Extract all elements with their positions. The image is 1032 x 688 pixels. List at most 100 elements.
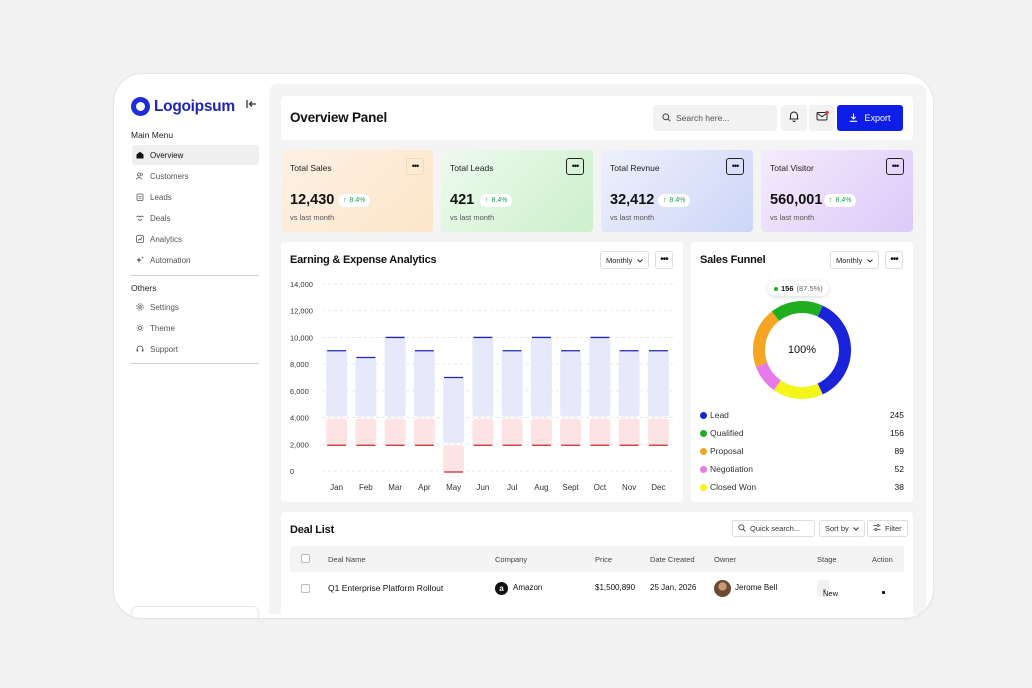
sidebar-item-analytics[interactable]: Analytics (132, 229, 259, 249)
sidebar-divider (131, 275, 259, 276)
column-header[interactable]: Stage (817, 555, 837, 564)
legend-dot (700, 429, 707, 437)
stat-card-revenue: Total Revnue ••• 32,412 ↑ 8.4% vs last mo… (601, 150, 753, 232)
more-options-icon[interactable]: ••• (566, 158, 584, 175)
notification-button[interactable] (781, 105, 807, 131)
legend-dot (700, 483, 707, 491)
mail-button[interactable] (809, 105, 835, 131)
sidebar-bottom-card[interactable] (131, 606, 259, 618)
arrow-up-icon: ↑ (343, 197, 347, 204)
funnel-period-dropdown[interactable]: Monthly (830, 251, 880, 269)
analytics-bar-chart: 14,000 12,000 10,000 8,000 6,000 4,000 2,000 0 J… (290, 280, 673, 492)
sun-icon (136, 324, 144, 332)
sidebar-item-label: Deals (150, 213, 171, 223)
funnel-panel: Sales Funnel Monthly ••• 156 (87.5%) 100… (691, 242, 913, 502)
sidebar-item-label: Analytics (150, 234, 183, 244)
sidebar-item-deals[interactable]: Deals (132, 208, 259, 228)
change-value: 8.4% (835, 197, 852, 204)
column-header[interactable]: Date Created (650, 555, 695, 564)
sidebar-item-theme[interactable]: Theme (132, 318, 259, 338)
chevron-down-icon (867, 256, 874, 265)
period-dropdown[interactable]: Monthly (600, 251, 650, 269)
bar-expense (618, 418, 640, 446)
handshake-icon (136, 214, 144, 222)
stat-label: Total Revnue (610, 163, 660, 173)
sidebar-item-settings[interactable]: Settings (132, 297, 259, 317)
more-options-icon[interactable]: ••• (885, 251, 903, 269)
y-tick-label: 10,000 (290, 333, 313, 342)
sidebar-item-support[interactable]: Support (132, 339, 259, 359)
users-icon (136, 172, 144, 180)
column-header[interactable]: Company (495, 555, 528, 564)
stat-card-visitor: Total Visitor ••• 560,001 ↑ 8.4% vs last … (761, 150, 913, 232)
legend-value: 38 (894, 482, 904, 492)
y-tick-label: 2,000 (290, 440, 309, 449)
bar-expense (647, 418, 669, 446)
bar-expense (589, 418, 611, 446)
sidebar-item-leads[interactable]: Leads (132, 187, 259, 207)
arrow-up-icon: ↑ (485, 197, 489, 204)
bar-earning (326, 350, 348, 417)
main-content: Overview Panel Search here... Export Tot… (269, 84, 926, 614)
export-button[interactable]: Export (837, 105, 903, 131)
bell-icon (788, 109, 800, 127)
sidebar-item-label: Overview (150, 150, 184, 160)
x-tick-label: Aug (534, 483, 548, 492)
x-tick-label: Oct (594, 483, 607, 492)
quick-search-input[interactable]: Quick search... (750, 524, 801, 533)
stat-card-leads: Total Leads ••• 421 ↑ 8.4% vs last month (441, 150, 593, 232)
filter-button[interactable]: Filter (867, 520, 908, 537)
column-header[interactable]: Owner (714, 555, 737, 564)
change-value: 8.4% (349, 197, 366, 204)
more-options-icon[interactable]: ••• (406, 158, 424, 175)
sidebar-item-customers[interactable]: Customers (132, 166, 259, 186)
legend-row-lead: Lead 245 (700, 408, 904, 422)
search-input[interactable]: Search here... (676, 113, 730, 123)
sidebar-item-label: Settings (150, 302, 179, 312)
stat-value: 12,430 (290, 192, 335, 208)
quick-search-box[interactable]: Quick search... (732, 520, 815, 537)
stage-badge: New (817, 580, 838, 598)
legend-label: Proposal (710, 446, 744, 456)
tooltip-dot (774, 286, 778, 291)
owner-name: Jerome Bell (735, 583, 778, 592)
table-row[interactable]: Q1 Enterprise Platform Rollout a Amazon … (290, 574, 904, 604)
legend-value: 156 (889, 428, 904, 438)
row-action-icon[interactable] (881, 582, 885, 594)
sort-label: Sort by (825, 524, 849, 533)
change-badge: ↑ 8.4% (480, 194, 513, 207)
stat-value: 32,412 (610, 192, 655, 208)
sidebar-item-automation[interactable]: Automation (132, 250, 259, 270)
search-box[interactable]: Search here... (653, 105, 777, 131)
stat-subtext: vs last month (450, 213, 495, 222)
more-options-icon[interactable]: ••• (886, 158, 904, 175)
column-header[interactable]: Deal Name (328, 555, 366, 564)
tooltip-pct: (87.5%) (796, 284, 823, 293)
column-header[interactable]: Price (595, 555, 613, 564)
bar-expense (355, 418, 377, 446)
sidebar-item-overview[interactable]: Overview (132, 145, 259, 165)
headset-icon (136, 345, 144, 353)
change-badge: ↑ 8.4% (658, 194, 691, 207)
funnel-donut-chart (753, 301, 851, 399)
legend-row-negotiation: Negotiation 52 (700, 462, 904, 476)
stage-label: New (823, 589, 839, 598)
arrow-up-icon: ↑ (663, 197, 667, 204)
donut-hole (766, 314, 838, 386)
x-tick-label: Jun (476, 483, 489, 492)
select-all-checkbox[interactable] (301, 554, 310, 563)
legend-label: Qualified (710, 428, 744, 438)
bar-earning (647, 350, 669, 417)
row-checkbox[interactable] (301, 584, 310, 593)
sort-by-button[interactable]: Sort by (819, 520, 865, 537)
dropdown-value: Monthly (836, 255, 863, 265)
y-tick-label: 4,000 (290, 414, 309, 423)
sidebar-item-label: Automation (150, 255, 191, 265)
more-options-icon[interactable]: ••• (726, 158, 744, 175)
collapse-sidebar-icon[interactable] (246, 99, 257, 112)
legend-label: Negotiation (710, 464, 754, 474)
bar-earning (618, 350, 640, 417)
donut-center-label: 100% (787, 344, 817, 356)
funnel-tooltip: 156 (87.5%) (768, 281, 829, 296)
more-options-icon[interactable]: ••• (655, 251, 673, 269)
